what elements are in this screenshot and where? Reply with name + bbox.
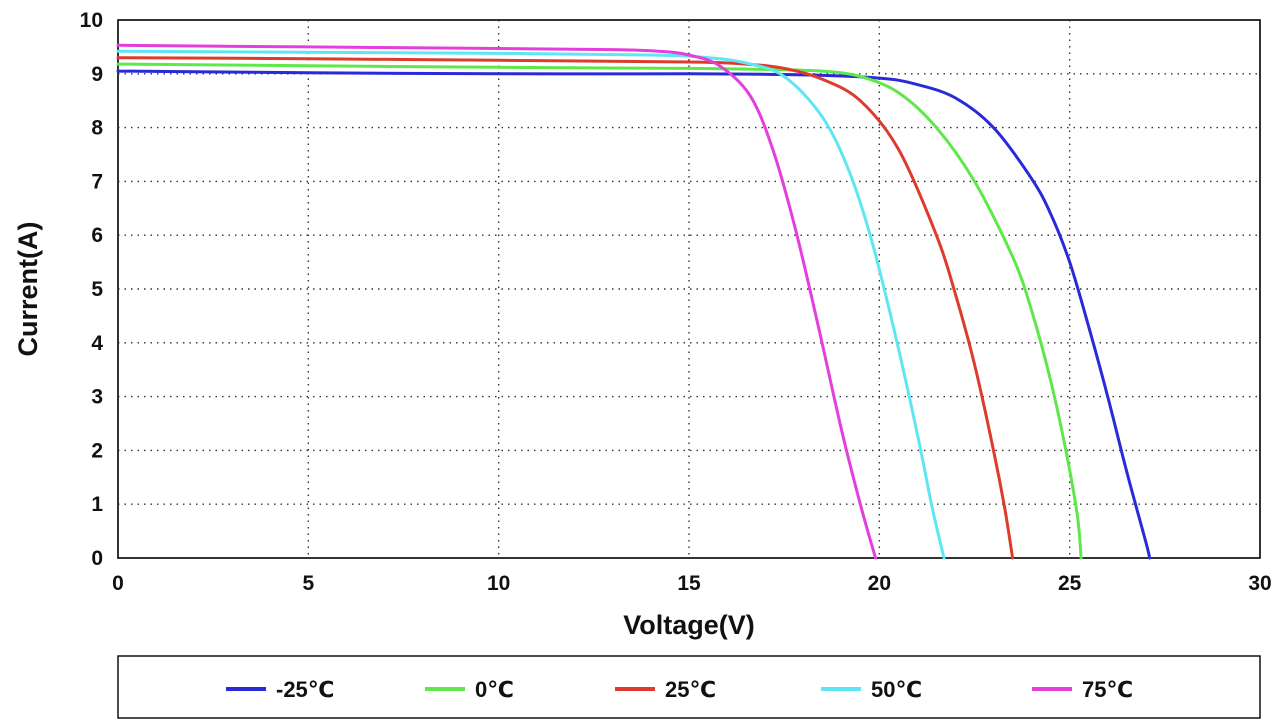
legend-label: -25℃ xyxy=(276,677,334,702)
y-tick-label: 2 xyxy=(91,439,103,462)
legend-label: 25℃ xyxy=(665,677,716,702)
x-tick-labels: 0 5 10 15 20 25 30 xyxy=(112,572,1272,595)
x-tick-label: 30 xyxy=(1248,572,1271,595)
series-line-1 xyxy=(116,62,1083,560)
y-tick-label: 6 xyxy=(91,224,103,247)
y-axis-label: Current(A) xyxy=(13,222,43,357)
y-tick-label: 7 xyxy=(91,170,103,193)
series-line-2 xyxy=(116,56,1015,560)
series-line-4 xyxy=(116,43,877,560)
y-tick-label: 1 xyxy=(91,493,103,516)
y-tick-label: 5 xyxy=(91,278,103,301)
x-axis-label: Voltage(V) xyxy=(623,610,755,640)
x-tick-label: 15 xyxy=(677,572,701,595)
y-tick-label: 8 xyxy=(91,117,103,140)
series-line-0 xyxy=(116,69,1152,560)
series-line-3 xyxy=(116,49,946,560)
legend-label: 0℃ xyxy=(475,677,514,702)
x-tick-label: 10 xyxy=(487,572,510,595)
y-tick-labels: 0 1 2 3 4 5 6 7 8 9 10 xyxy=(80,9,104,570)
x-tick-label: 25 xyxy=(1058,572,1082,595)
y-tick-label: 4 xyxy=(91,332,103,355)
x-tick-label: 0 xyxy=(112,572,124,595)
plot-area xyxy=(117,19,1261,559)
y-tick-label: 0 xyxy=(91,547,103,570)
y-tick-label: 10 xyxy=(80,9,103,32)
x-tick-label: 5 xyxy=(302,572,314,595)
legend-label: 50℃ xyxy=(871,677,922,702)
y-tick-label: 3 xyxy=(91,386,103,409)
legend-label: 75℃ xyxy=(1082,677,1133,702)
legend: -25℃ 0℃ 25℃ 50℃ 75℃ xyxy=(226,677,1133,702)
x-tick-label: 20 xyxy=(868,572,891,595)
series-layer xyxy=(116,43,1152,560)
y-tick-label: 9 xyxy=(91,63,103,86)
